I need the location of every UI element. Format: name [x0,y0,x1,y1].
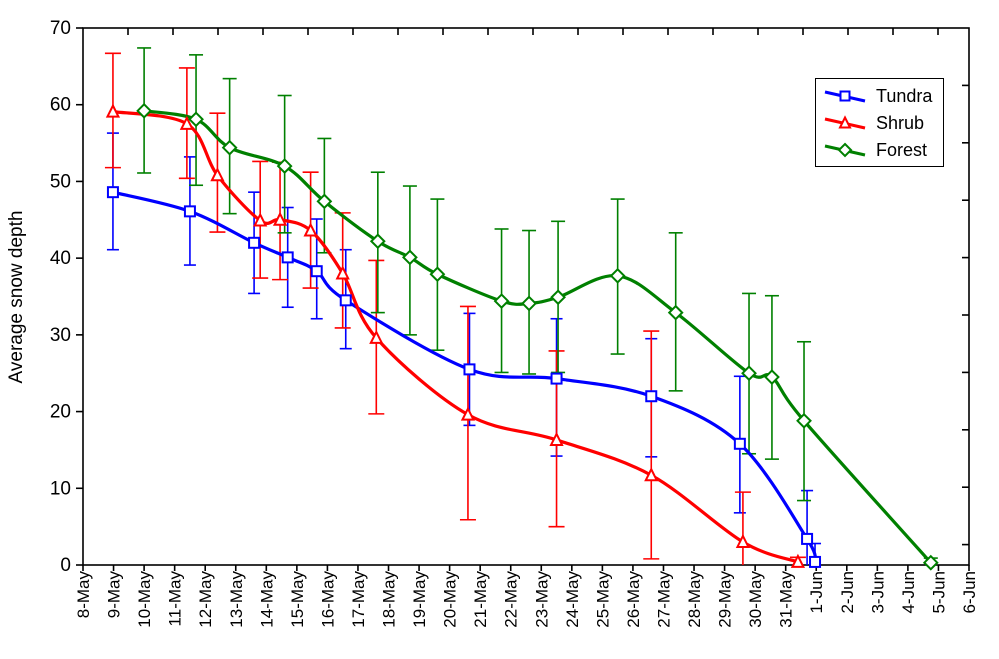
svg-text:21-May: 21-May [471,571,490,628]
svg-text:2-Jun: 2-Jun [838,571,857,614]
svg-text:10-May: 10-May [135,571,154,628]
svg-text:4-Jun: 4-Jun [899,571,918,614]
svg-text:15-May: 15-May [288,571,307,628]
svg-text:14-May: 14-May [257,571,276,628]
svg-text:30-May: 30-May [746,571,765,628]
svg-text:0: 0 [60,555,71,576]
y-axis-title: Average snow depth [6,211,27,384]
svg-text:8-May: 8-May [74,571,93,619]
svg-text:1-Jun: 1-Jun [807,571,826,614]
svg-text:23-May: 23-May [532,571,551,628]
svg-text:5-Jun: 5-Jun [929,571,948,614]
svg-text:13-May: 13-May [227,571,246,628]
shrub-line-sample-icon [824,114,866,129]
svg-text:11-May: 11-May [166,571,185,627]
legend-label-forest: Forest [876,139,928,160]
svg-text:19-May: 19-May [410,571,429,628]
svg-text:70: 70 [50,18,71,39]
svg-text:60: 60 [50,95,71,116]
svg-text:40: 40 [50,248,71,269]
svg-text:26-May: 26-May [624,571,643,628]
svg-text:29-May: 29-May [716,571,735,628]
axes [76,27,970,571]
forest-curve [142,109,933,565]
svg-text:25-May: 25-May [593,571,612,628]
svg-text:24-May: 24-May [563,571,582,628]
svg-text:31-May: 31-May [777,571,796,628]
legend-item-shrub: Shrub [823,114,943,132]
shrub-markers [105,103,806,568]
svg-text:50: 50 [50,171,71,192]
svg-text:9-May: 9-May [105,571,124,619]
tundra-error-bars [106,132,822,565]
svg-text:28-May: 28-May [685,571,704,628]
legend-item-tundra: Tundra [823,87,943,105]
svg-text:27-May: 27-May [654,571,673,628]
svg-text:6-Jun: 6-Jun [960,571,979,614]
legend-label-tundra: Tundra [876,85,933,106]
svg-text:17-May: 17-May [349,571,368,628]
tundra-line-sample-icon [824,90,866,102]
tundra-curve [111,190,817,564]
axis-tick-labels: 0 10 20 30 40 50 60 70 8-May 9-May 10-May 11-May 12-… [50,18,979,628]
svg-text:10: 10 [50,478,71,499]
svg-text:22-May: 22-May [502,571,521,628]
tundra-markers [106,186,822,568]
svg-text:20-May: 20-May [441,571,460,628]
svg-text:12-May: 12-May [196,571,215,628]
legend-item-forest: Forest [823,141,943,159]
legend: Tundra Shrub Forest [815,78,944,167]
svg-text:18-May: 18-May [380,571,399,628]
forest-line-sample-icon [824,142,866,157]
svg-text:30: 30 [50,325,71,346]
svg-text:16-May: 16-May [318,571,337,628]
legend-label-shrub: Shrub [876,112,925,133]
forest-markers [136,102,939,571]
svg-text:20: 20 [50,402,71,423]
svg-text:3-Jun: 3-Jun [868,571,887,614]
